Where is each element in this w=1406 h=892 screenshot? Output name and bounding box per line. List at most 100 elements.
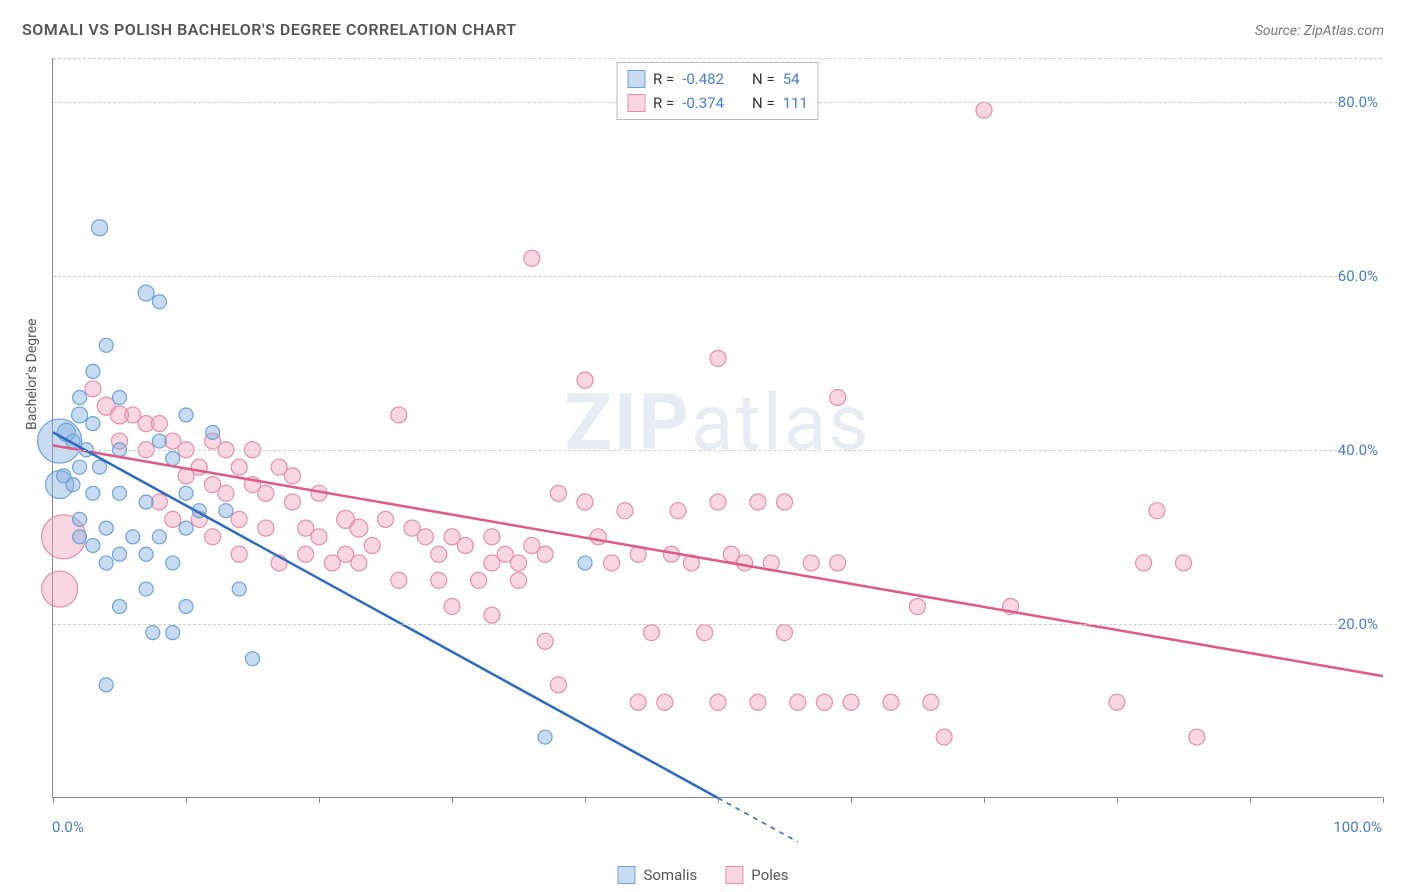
gridline: [53, 450, 1382, 451]
y-axis-label: Bachelor's Degree: [24, 318, 40, 430]
data-point: [99, 521, 113, 535]
data-point: [657, 694, 673, 710]
chart-header: SOMALI VS POLISH BACHELOR'S DEGREE CORRE…: [22, 20, 1384, 39]
data-point: [152, 530, 166, 544]
data-point: [457, 538, 473, 554]
data-point: [66, 478, 80, 492]
data-point: [179, 599, 193, 613]
data-point: [113, 547, 127, 561]
data-point: [710, 494, 726, 510]
data-point: [777, 625, 793, 641]
r-label: R =: [653, 91, 674, 115]
data-point: [166, 556, 180, 570]
legend-item-poles: Poles: [725, 866, 788, 884]
data-point: [816, 694, 832, 710]
y-tick-label: 40.0%: [1338, 441, 1384, 459]
data-point: [630, 694, 646, 710]
n-label: N =: [752, 91, 775, 115]
data-point: [644, 625, 660, 641]
data-point: [86, 417, 100, 431]
data-point: [550, 677, 566, 693]
data-point: [511, 555, 527, 571]
r-label: R =: [653, 67, 674, 91]
data-point: [391, 407, 407, 423]
y-tick-label: 80.0%: [1338, 93, 1384, 111]
data-point: [710, 350, 726, 366]
data-point: [232, 582, 246, 596]
data-point: [590, 529, 606, 545]
data-point: [86, 364, 100, 378]
data-point: [93, 460, 107, 474]
data-point: [231, 546, 247, 562]
data-point: [231, 459, 247, 475]
data-point: [73, 460, 87, 474]
data-point: [537, 633, 553, 649]
data-point: [830, 555, 846, 571]
data-point: [803, 555, 819, 571]
data-point: [737, 555, 753, 571]
data-point: [139, 547, 153, 561]
data-point: [976, 102, 992, 118]
data-point: [843, 694, 859, 710]
data-point: [484, 607, 500, 623]
data-point: [324, 555, 340, 571]
data-point: [790, 694, 806, 710]
data-point: [1176, 555, 1192, 571]
data-point: [73, 391, 87, 405]
swatch-poles: [627, 94, 645, 112]
data-point: [431, 572, 447, 588]
x-tick: [851, 797, 852, 803]
x-axis-max-label: 100.0%: [1333, 818, 1382, 836]
scatter-svg: [53, 58, 1382, 797]
gridline: [53, 58, 1382, 59]
legend-label: Somalis: [643, 866, 697, 884]
x-tick: [718, 797, 719, 803]
data-point: [246, 652, 260, 666]
data-point: [205, 529, 221, 545]
data-point: [777, 494, 793, 510]
data-point: [830, 390, 846, 406]
data-point: [750, 494, 766, 510]
data-point: [511, 572, 527, 588]
data-point: [697, 625, 713, 641]
stats-legend-row-poles: R = -0.374 N = 111: [627, 91, 808, 115]
gridline: [53, 624, 1382, 625]
data-point: [219, 504, 233, 518]
data-point: [923, 694, 939, 710]
data-point: [670, 503, 686, 519]
data-point: [1149, 503, 1165, 519]
data-point: [218, 485, 234, 501]
r-value: -0.374: [682, 91, 724, 115]
stats-legend: R = -0.482 N = 54 R = -0.374 N = 111: [616, 62, 819, 120]
data-point: [311, 529, 327, 545]
data-point: [42, 571, 78, 607]
data-point: [231, 511, 247, 527]
chart-title: SOMALI VS POLISH BACHELOR'S DEGREE CORRE…: [22, 20, 517, 39]
x-tick: [186, 797, 187, 803]
data-point: [537, 546, 553, 562]
data-point: [351, 555, 367, 571]
data-point: [1189, 729, 1205, 745]
x-tick: [585, 797, 586, 803]
n-label: N =: [752, 67, 775, 91]
data-point: [179, 486, 193, 500]
data-point: [1109, 694, 1125, 710]
r-value: -0.482: [682, 67, 724, 91]
legend-label: Poles: [751, 866, 788, 884]
data-point: [99, 678, 113, 692]
data-point: [166, 626, 180, 640]
source-label: Source: ZipAtlas.com: [1255, 23, 1384, 39]
gridline: [53, 276, 1382, 277]
data-point: [364, 538, 380, 554]
data-point: [113, 599, 127, 613]
data-point: [258, 485, 274, 501]
data-point: [617, 503, 633, 519]
data-point: [484, 529, 500, 545]
data-point: [86, 486, 100, 500]
data-point: [1136, 555, 1152, 571]
n-value: 111: [783, 91, 808, 115]
data-point: [471, 572, 487, 588]
data-point: [298, 546, 314, 562]
data-point: [391, 572, 407, 588]
data-point: [139, 582, 153, 596]
